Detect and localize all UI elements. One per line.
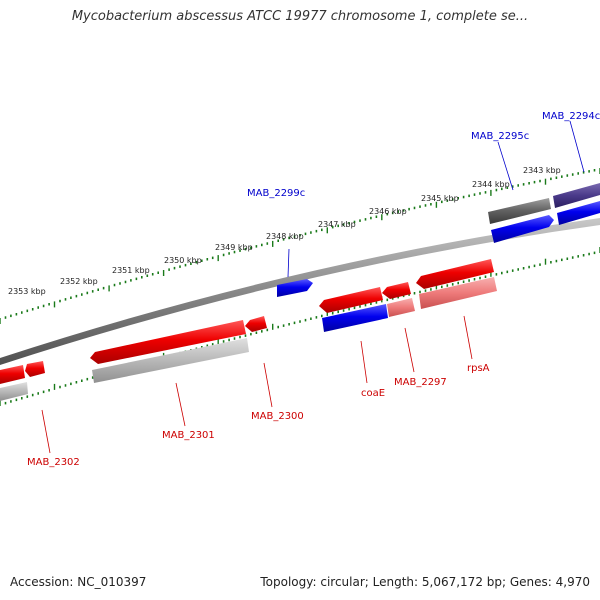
gene-arrow-mab-2295c[interactable] — [491, 215, 554, 243]
gene-shadow-mab-2297[interactable] — [387, 298, 415, 317]
tick-labels: 2353 kbp 2352 kbp 2351 kbp 2350 kbp 2349… — [8, 166, 561, 296]
gene-shadow-rpsA[interactable] — [419, 277, 497, 309]
outer-tick-track — [0, 168, 600, 324]
leader-line — [463, 315, 473, 360]
accession-text: Accession: NC_010397 — [10, 575, 147, 589]
gene-arrow-rpsA[interactable] — [416, 259, 494, 289]
gene-label-rpsA[interactable]: rpsA — [467, 363, 490, 374]
map-title: Mycobacterium abscessus ATCC 19977 chrom… — [71, 9, 529, 24]
tick-label: 2350 kbp — [164, 256, 202, 265]
gene-label-mab-2295c[interactable]: MAB_2295c — [471, 131, 529, 142]
gene-shadow-mab-2294c[interactable] — [553, 183, 600, 208]
gene-arrow-mab-2301[interactable] — [90, 320, 246, 364]
gene-label-mab-2302[interactable]: MAB_2302 — [27, 457, 80, 468]
reverse-genes[interactable] — [277, 183, 600, 297]
tick-label: 2352 kbp — [60, 277, 98, 286]
tick-label: 2348 kbp — [266, 232, 304, 241]
leader-line — [497, 141, 514, 191]
gene-labels: MAB_2299c MAB_2295c MAB_2294c MAB_2302 M… — [27, 111, 600, 468]
gene-shadow-mab-2301[interactable] — [92, 338, 249, 383]
tick-label: 2351 kbp — [112, 266, 150, 275]
gene-label-mab-2294c[interactable]: MAB_2294c — [542, 111, 600, 122]
gene-shadow-mab-2302[interactable] — [0, 382, 28, 401]
gene-label-coaE[interactable]: coaE — [361, 388, 385, 399]
topology-stats-text: Topology: circular; Length: 5,067,172 bp… — [260, 575, 590, 589]
tick-label: 2344 kbp — [472, 180, 510, 189]
tick-label: 2353 kbp — [8, 287, 46, 296]
chromosome-backbone — [0, 218, 600, 365]
tick-label: 2347 kbp — [318, 220, 356, 229]
leader-line — [263, 362, 273, 408]
gene-label-mab-2301[interactable]: MAB_2301 — [162, 430, 215, 441]
gene-label-mab-2300[interactable]: MAB_2300 — [251, 411, 304, 422]
gene-arrow-mab-2297[interactable] — [382, 282, 411, 299]
gene-arrow-coaE-blue[interactable] — [322, 304, 388, 332]
gene-arrow-mab-2299c[interactable] — [277, 279, 313, 297]
gene-arrow-mab-2300[interactable] — [245, 316, 267, 332]
leader-line — [175, 382, 186, 427]
tick-label: 2346 kbp — [369, 207, 407, 216]
leader-line — [360, 340, 368, 384]
forward-genes[interactable] — [0, 259, 497, 401]
gene-label-mab-2297[interactable]: MAB_2297 — [394, 377, 447, 388]
gene-arrow-mab-2294c[interactable] — [557, 201, 600, 225]
gene-label-mab-2299c[interactable]: MAB_2299c — [247, 188, 305, 199]
leader-lines — [41, 120, 585, 454]
tick-label: 2343 kbp — [523, 166, 561, 175]
gene-arrow-mab-2302[interactable] — [25, 361, 45, 377]
tick-label: 2345 kbp — [421, 194, 459, 203]
gene-arrow-mab-2302-left[interactable] — [0, 365, 25, 384]
leader-line — [569, 120, 585, 173]
leader-line — [404, 327, 415, 373]
gene-shadow-mab-2295c[interactable] — [488, 198, 551, 224]
leader-line — [287, 248, 290, 278]
inner-tick-track — [0, 247, 600, 406]
tick-label: 2349 kbp — [215, 243, 253, 252]
gene-arrow-coaE[interactable] — [319, 287, 383, 313]
leader-line — [41, 409, 51, 454]
